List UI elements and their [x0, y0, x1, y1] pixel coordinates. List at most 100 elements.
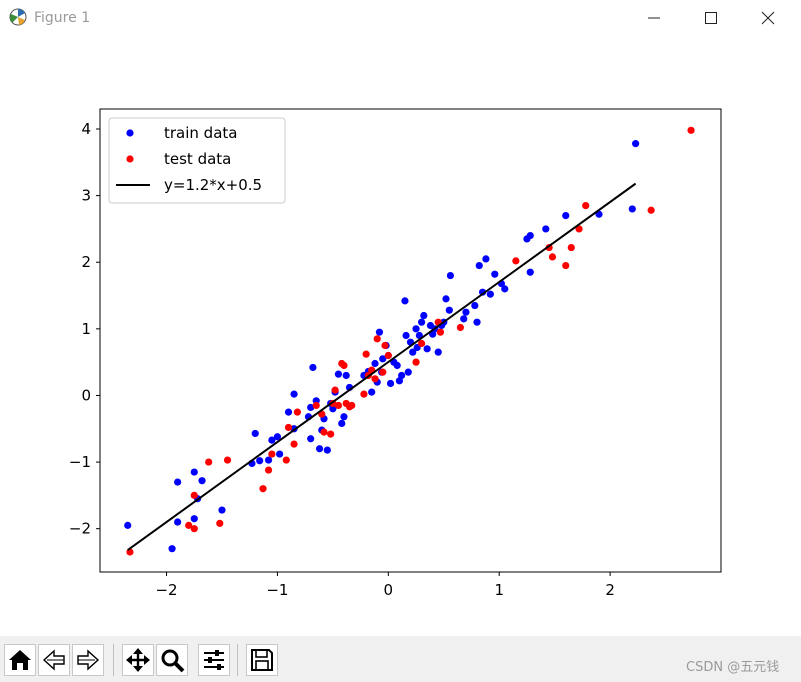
close-icon	[761, 11, 775, 25]
train-point	[386, 379, 395, 388]
home-button[interactable]	[4, 644, 36, 676]
app-icon	[9, 8, 27, 26]
test-point	[205, 458, 213, 466]
test-point	[381, 341, 389, 350]
train-point	[491, 270, 499, 278]
train-point	[398, 371, 406, 380]
train-point	[482, 255, 490, 263]
train-point	[542, 225, 550, 233]
test-point	[348, 401, 356, 410]
x-tick-label: 2	[605, 581, 615, 599]
test-point	[327, 430, 335, 438]
train-point	[340, 413, 348, 421]
train-point	[256, 457, 264, 465]
test-point	[190, 491, 198, 499]
legend-marker	[126, 155, 134, 163]
test-point	[687, 126, 695, 134]
legend-label: train data	[164, 124, 237, 142]
test-point	[284, 423, 293, 432]
close-button[interactable]	[745, 2, 791, 34]
test-point	[290, 440, 298, 448]
minimize-icon	[648, 17, 660, 19]
train-point	[462, 308, 470, 316]
train-point	[445, 306, 453, 314]
test-point	[185, 521, 193, 529]
train-point	[393, 361, 401, 370]
forward-button[interactable]	[72, 644, 104, 676]
train-point	[251, 429, 259, 438]
x-tick-label: 0	[384, 581, 394, 599]
toolbar-separator	[113, 644, 114, 676]
pan-button[interactable]	[122, 644, 154, 676]
test-point	[373, 335, 381, 343]
test-point	[384, 351, 392, 360]
navigation-toolbar	[0, 636, 801, 682]
train-point	[409, 348, 417, 356]
train-point	[401, 297, 409, 305]
test-point	[362, 350, 370, 358]
test-point	[379, 368, 387, 376]
save-button[interactable]	[246, 644, 278, 676]
minimize-button[interactable]	[631, 2, 677, 34]
x-tick-label: −1	[266, 581, 288, 599]
train-point	[501, 285, 509, 293]
figure-canvas[interactable]: −2 −1 0 1 2 −2 −1 0 1 2 3 4 train data test data y=1.2…	[0, 36, 801, 636]
test-point	[456, 323, 465, 332]
train-point	[632, 140, 640, 148]
home-icon	[9, 650, 31, 670]
fit-line	[127, 182, 637, 551]
subplots-button[interactable]	[198, 644, 230, 676]
train-point	[526, 231, 534, 240]
train-point	[628, 205, 636, 213]
test-point	[190, 525, 198, 533]
zoom-button[interactable]	[156, 644, 188, 676]
test-point	[412, 358, 420, 366]
test-point	[223, 456, 232, 464]
legend-marker	[126, 129, 134, 137]
test-point	[371, 375, 379, 383]
watermark: CSDN @五元钱	[686, 660, 780, 675]
train-point	[375, 328, 384, 336]
train-point	[218, 506, 226, 514]
train-point	[276, 450, 284, 458]
train-point	[268, 436, 276, 444]
x-tick-label: −2	[155, 581, 177, 599]
test-point	[512, 257, 520, 265]
train-point	[338, 419, 346, 428]
y-tick-label: −2	[69, 520, 91, 538]
y-tick-label: 4	[81, 120, 91, 138]
title-bar: Figure 1	[0, 0, 801, 36]
train-point	[273, 433, 282, 441]
legend-box	[108, 117, 286, 204]
y-tick-label: 2	[81, 253, 91, 271]
test-point	[331, 386, 339, 394]
test-point	[582, 201, 590, 210]
train-point	[329, 405, 337, 413]
train-point	[334, 370, 343, 378]
train-point	[174, 478, 182, 486]
train-point	[423, 345, 431, 353]
y-tick-label: 3	[81, 187, 91, 205]
test-point	[216, 519, 224, 527]
train-point	[526, 268, 534, 276]
test-point	[340, 361, 348, 370]
train-point	[368, 388, 376, 396]
test-point	[282, 456, 290, 464]
test-point	[312, 401, 320, 410]
test-point	[320, 428, 328, 436]
train-point	[446, 271, 455, 280]
test-point	[293, 408, 301, 416]
train-point	[284, 408, 293, 416]
train-point	[473, 318, 481, 326]
test-point	[264, 466, 273, 474]
train-point	[174, 518, 182, 526]
train-point	[309, 363, 317, 372]
back-button[interactable]	[38, 644, 70, 676]
y-tick-label: 0	[81, 386, 91, 404]
train-point	[562, 211, 570, 220]
train-point	[315, 445, 324, 453]
test-point	[268, 450, 276, 458]
maximize-icon	[705, 12, 717, 24]
maximize-button[interactable]	[688, 2, 734, 34]
train-point	[168, 545, 176, 553]
